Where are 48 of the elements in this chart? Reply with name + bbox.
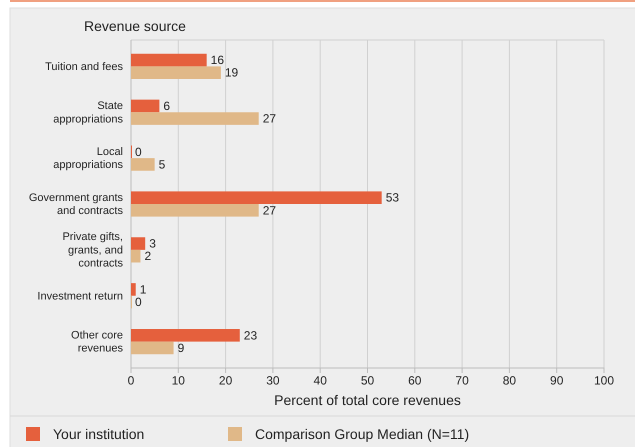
y-axis-title: Revenue source [84,18,186,34]
y-tick-label: Private gifts, grants, and contracts [62,231,124,270]
bar [131,283,136,296]
data-label: 27 [262,203,276,218]
x-axis-title: Percent of total core revenues [274,392,461,408]
bar [131,158,155,171]
x-tick-label: 10 [172,374,186,388]
bar [131,191,382,204]
x-tick-label: 50 [360,374,374,388]
x-tick-label: 30 [266,374,280,388]
y-tick-label: Tuition and fees [45,60,124,73]
x-tick-label: 0 [128,374,135,388]
x-tick-label: 60 [408,374,422,388]
bar [131,204,259,217]
data-label: 3 [149,236,156,251]
data-label: 53 [386,190,400,205]
data-label: 6 [163,98,170,113]
bar [131,342,174,354]
data-label: 23 [244,328,258,342]
x-tick-label: 100 [594,374,614,388]
data-label: 0 [135,144,142,159]
data-label: 9 [178,340,185,355]
bar [131,100,160,112]
bar [131,250,140,262]
data-label: 16 [210,53,224,68]
data-label: 19 [224,66,239,80]
x-tick-label: 40 [314,374,328,388]
x-tick-label: 90 [550,374,564,388]
y-tick-label: Local appropriations [53,146,124,172]
y-tick-label: Government grants and contracts [28,192,124,218]
bar [131,66,221,79]
bar [131,329,240,342]
x-tick-label: 80 [502,374,516,388]
data-label: 2 [144,249,152,264]
bar [131,54,207,66]
y-tick-label: State appropriations [53,100,124,126]
y-tick-label: Investment return [37,290,123,302]
x-tick-label: 70 [455,374,470,388]
data-label: 5 [158,157,166,172]
legend-label: Comparison Group Median (N=11) [255,426,470,442]
x-tick-label: 20 [218,374,233,388]
bar [131,237,146,250]
legend-label: Your institution [53,426,144,442]
y-tick-label: Other core revenues [71,330,124,355]
data-label: 1 [140,282,147,296]
data-label: 0 [135,295,142,310]
bar [131,112,259,125]
data-label: 27 [262,112,276,126]
